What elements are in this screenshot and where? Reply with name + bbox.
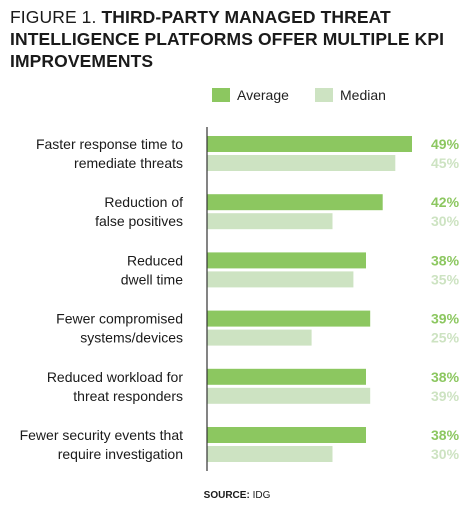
value-label-median-3: 25% <box>431 330 460 346</box>
value-label-average-5: 38% <box>431 427 460 443</box>
category-label-3-0: Fewer compromised <box>56 311 183 327</box>
category-label-2-0: Reduced <box>127 252 183 268</box>
value-label-average-4: 38% <box>431 369 460 385</box>
value-label-median-0: 45% <box>431 155 460 171</box>
category-label-5-1: require investigation <box>58 446 183 462</box>
bar-median-0 <box>207 155 396 171</box>
value-label-average-1: 42% <box>431 194 460 210</box>
value-label-median-1: 30% <box>431 213 460 229</box>
bar-median-2 <box>207 271 354 288</box>
value-label-average-0: 49% <box>431 136 460 152</box>
source-note: SOURCE: IDG <box>0 490 474 501</box>
chart-title: FIGURE 1. THIRD-PARTY MANAGED THREAT INT… <box>10 6 465 72</box>
legend-swatch-median <box>315 88 333 102</box>
figure-label: FIGURE 1. <box>10 7 97 27</box>
value-label-median-5: 30% <box>431 446 460 462</box>
legend-swatch-average <box>212 88 230 102</box>
category-label-2-1: dwell time <box>121 271 183 287</box>
category-label-4-0: Reduced workload for <box>47 369 184 385</box>
bar-median-1 <box>207 213 333 230</box>
bar-median-4 <box>207 387 371 404</box>
bar-average-2 <box>207 252 366 269</box>
category-label-0-1: remediate threats <box>74 155 183 171</box>
bar-average-3 <box>207 310 371 327</box>
category-label-4-1: threat responders <box>73 388 183 404</box>
category-label-3-1: systems/devices <box>80 330 183 346</box>
source-label: SOURCE: <box>203 490 250 501</box>
bar-average-1 <box>207 194 383 211</box>
title-text: THIRD-PARTY MANAGED THREAT INTELLIGENCE … <box>10 7 445 71</box>
bar-average-5 <box>207 427 366 443</box>
category-label-5-0: Fewer security events that <box>20 427 184 443</box>
value-label-median-4: 39% <box>431 388 460 404</box>
value-label-average-2: 38% <box>431 252 460 268</box>
bar-chart: Average Median 49% 45% Faster response time … <box>20 87 460 471</box>
category-label-0-0: Faster response time to <box>36 136 183 152</box>
bar-average-0 <box>207 136 412 152</box>
category-label-1-1: false positives <box>95 213 183 229</box>
bar-median-5 <box>207 446 333 462</box>
bar-median-3 <box>207 329 312 346</box>
category-label-1-0: Reduction of <box>104 194 183 210</box>
bar-average-4 <box>207 368 366 385</box>
legend-label-average: Average <box>237 87 289 103</box>
value-label-median-2: 35% <box>431 271 460 287</box>
legend-label-median: Median <box>340 87 386 103</box>
value-label-average-3: 39% <box>431 311 460 327</box>
source-value: IDG <box>252 490 271 501</box>
